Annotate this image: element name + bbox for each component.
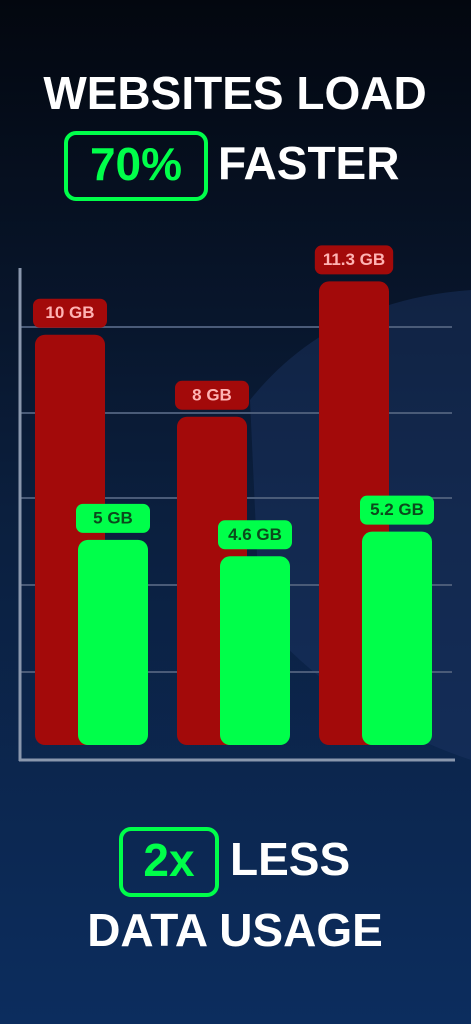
headline-line: WEBSITES LOAD: [43, 67, 426, 119]
badge-text: 70%: [90, 138, 182, 190]
bar: [362, 531, 432, 745]
value-label-pill: [314, 245, 394, 275]
value-label: 5.2 GB: [370, 500, 424, 519]
value-label: 11.3 GB: [323, 250, 385, 269]
value-label-pill: [360, 495, 434, 525]
footer-line: LESS: [230, 833, 350, 885]
value-label: 5 GB: [93, 508, 133, 527]
bar: [78, 539, 148, 745]
value-label: 8 GB: [192, 385, 232, 404]
badge-box: [119, 827, 219, 897]
badge-box: [64, 131, 208, 201]
value-label-pill: [175, 380, 249, 410]
badge-text: 2x: [143, 834, 195, 886]
bar: [220, 556, 290, 745]
value-label-pill: [76, 503, 150, 533]
headline-line: FASTER: [218, 137, 399, 189]
value-label: 4.6 GB: [228, 525, 282, 544]
footer-line: DATA USAGE: [87, 904, 383, 956]
value-label-pill: [218, 520, 292, 550]
value-label-pill: [33, 298, 107, 328]
bars: 10 GB 8 GB 11.3 GB 5 GB 4.6 GB 5.2 GB: [33, 245, 434, 745]
value-label: 10 GB: [45, 303, 94, 322]
